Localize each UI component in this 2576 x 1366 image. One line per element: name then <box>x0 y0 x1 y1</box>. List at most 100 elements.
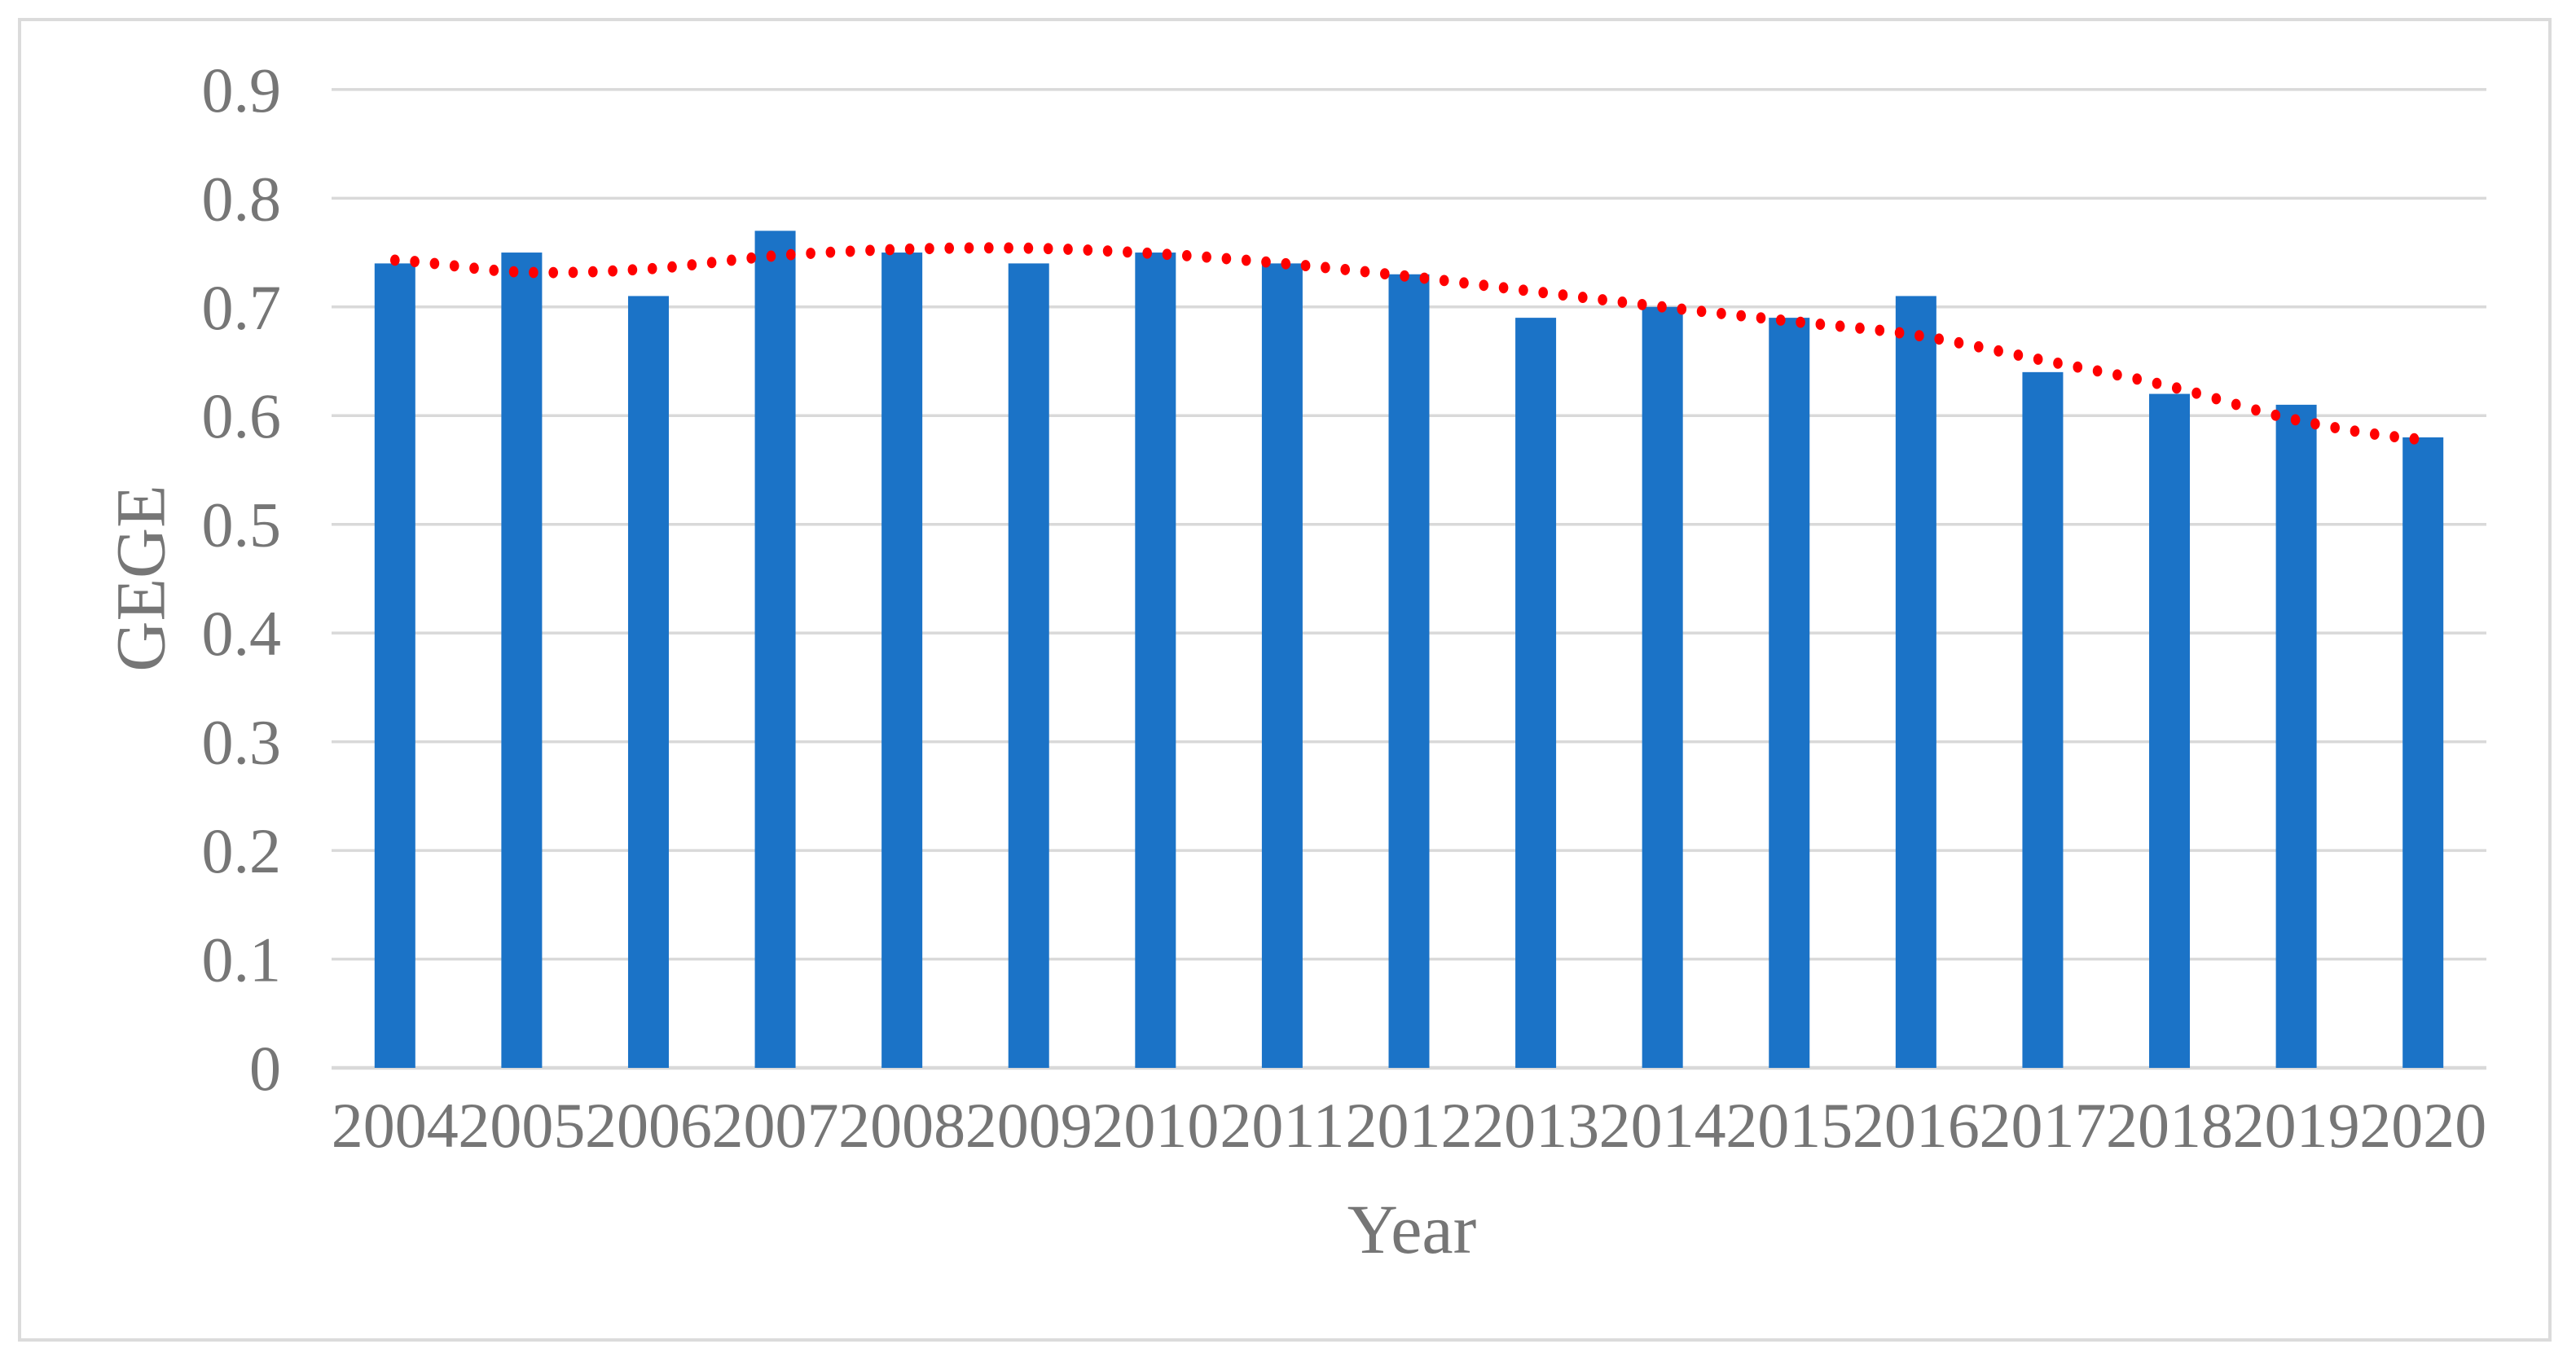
trend-dot <box>1261 256 1271 268</box>
trend-dot <box>1102 245 1113 257</box>
bar-2019 <box>2275 404 2317 1068</box>
trend-dot <box>1340 264 1350 275</box>
trend-dot <box>608 265 618 277</box>
y-tick-label: 0.9 <box>202 55 282 125</box>
trend-dot <box>2013 349 2024 361</box>
x-tick-label: 2018 <box>2106 1090 2233 1161</box>
trend-dot <box>2132 373 2142 385</box>
trend-dot <box>1142 247 1152 259</box>
trend-dot <box>389 254 400 266</box>
y-tick-label: 0.1 <box>202 925 282 995</box>
trend-dot <box>2112 369 2122 381</box>
x-axis-title: Year <box>1347 1190 1476 1268</box>
trend-dot <box>2073 361 2083 373</box>
trend-dot <box>1756 312 1766 324</box>
y-tick-label: 0 <box>249 1033 281 1104</box>
x-tick-label: 2005 <box>458 1090 585 1161</box>
trend-dot <box>667 261 677 273</box>
trend-dot <box>2231 398 2241 411</box>
trend-dot <box>2389 431 2399 443</box>
x-tick-label: 2011 <box>1220 1090 1344 1161</box>
trend-dot <box>1459 277 1469 289</box>
trend-dot <box>944 242 954 254</box>
trend-dot <box>1519 284 1528 296</box>
trend-dot <box>2092 365 2103 377</box>
trend-dot <box>1538 287 1548 299</box>
bar-2009 <box>1008 263 1049 1068</box>
bar-2018 <box>2149 393 2191 1069</box>
x-tick-label: 2019 <box>2233 1090 2360 1161</box>
trend-dot <box>1221 253 1232 265</box>
x-tick-label: 2004 <box>332 1090 459 1161</box>
trend-dot <box>1736 310 1746 322</box>
bar-2007 <box>754 231 796 1068</box>
trend-dot <box>1617 296 1628 308</box>
trend-dot <box>1043 243 1053 255</box>
trend-dot <box>1835 320 1845 332</box>
trend-dot <box>2330 422 2340 433</box>
y-axis-title: GEGE <box>102 485 180 671</box>
trend-dot <box>1241 254 1251 266</box>
x-axis-tick-labels: 2004 2005 2006 2007 2008 2009 2010 2011 2012 2013… <box>332 1090 2486 1161</box>
trend-dot <box>1162 248 1172 261</box>
bar-2005 <box>501 253 543 1068</box>
x-tick-label: 2015 <box>1725 1090 1853 1161</box>
trend-dot <box>2191 387 2201 399</box>
bar-2016 <box>1895 296 1936 1069</box>
trend-dot <box>2033 354 2043 365</box>
bar-2020 <box>2402 437 2444 1068</box>
trend-dot <box>429 257 440 270</box>
trend-dot <box>1875 324 1885 336</box>
trend-dot <box>983 242 994 254</box>
trend-dot <box>1973 340 1984 353</box>
y-tick-label: 0.7 <box>202 272 282 343</box>
bar-2010 <box>1135 253 1176 1068</box>
x-tick-label: 2009 <box>965 1090 1092 1161</box>
trend-dot <box>825 246 836 258</box>
trend-dot <box>964 242 974 254</box>
x-tick-label: 2020 <box>2359 1090 2486 1161</box>
trend-dot <box>529 266 538 279</box>
trend-dot <box>1894 327 1905 339</box>
trend-dot <box>2053 357 2063 369</box>
trend-dot <box>746 252 756 264</box>
bar-2014 <box>1642 306 1683 1068</box>
trend-dot <box>1023 242 1034 254</box>
trend-dot <box>489 264 499 276</box>
x-tick-label: 2016 <box>1853 1090 1980 1161</box>
trend-dot <box>1202 251 1211 263</box>
x-tick-label: 2017 <box>1979 1090 2106 1161</box>
trend-dot <box>845 245 855 257</box>
trend-dot <box>1815 318 1826 330</box>
trend-dot <box>766 250 776 262</box>
trend-dot <box>1181 249 1192 261</box>
y-axis-tick-labels: 0 0.1 0.2 0.3 0.4 0.5 0.6 0.7 0.8 0.9 <box>202 55 282 1104</box>
trend-dot <box>2211 393 2222 405</box>
trend-dot <box>469 262 479 275</box>
x-tick-label: 2013 <box>1472 1090 1599 1161</box>
y-tick-label: 0.5 <box>202 490 282 560</box>
trend-dot <box>1637 298 1647 310</box>
trend-dot <box>1796 316 1805 328</box>
trend-dot <box>1558 289 1568 301</box>
trend-dot <box>1994 345 2003 357</box>
trend-dot <box>1400 270 1409 282</box>
trend-dot <box>1281 257 1291 270</box>
trend-dot <box>1360 266 1370 278</box>
trend-dot <box>449 260 459 272</box>
x-tick-label: 2012 <box>1346 1090 1473 1161</box>
trend-dot <box>1577 292 1588 303</box>
trend-dot <box>1419 272 1430 284</box>
trend-dot <box>925 243 934 255</box>
trend-dot <box>1677 303 1687 315</box>
x-tick-label: 2008 <box>838 1090 965 1161</box>
bar-2017 <box>2022 371 2064 1069</box>
trend-dot <box>865 244 875 257</box>
trend-dot <box>2310 418 2320 430</box>
trend-dot <box>568 266 578 279</box>
trend-dot <box>2350 425 2360 437</box>
trend-dot <box>1498 282 1509 294</box>
x-tick-label: 2007 <box>712 1090 839 1161</box>
bar-2012 <box>1388 274 1430 1068</box>
